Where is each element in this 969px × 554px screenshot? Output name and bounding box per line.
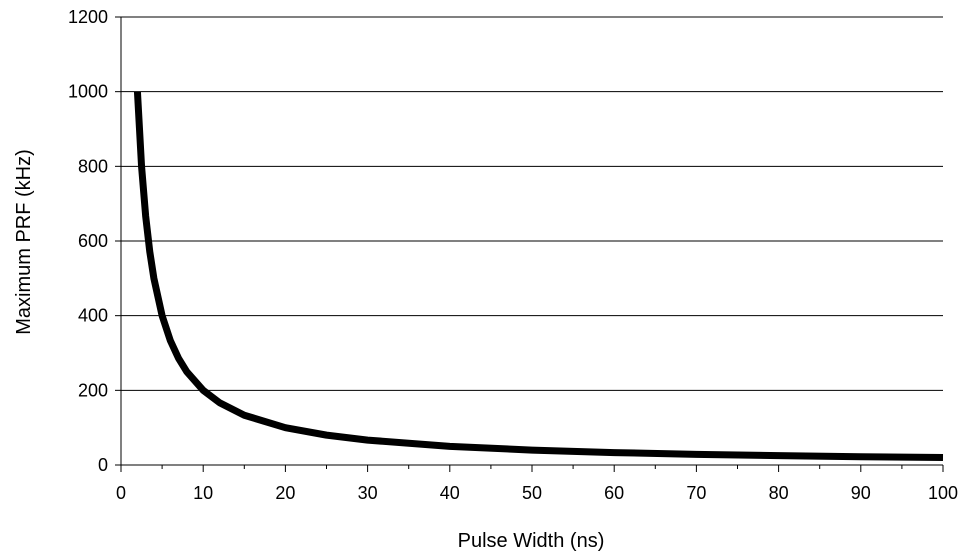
x-tick-label-60: 60 (604, 483, 624, 503)
tick-marks (115, 16, 944, 472)
x-tick-label-100: 100 (928, 483, 958, 503)
x-tick-label-30: 30 (358, 483, 378, 503)
x-tick-label-50: 50 (522, 483, 542, 503)
x-tick-label-70: 70 (686, 483, 706, 503)
x-tick-label-90: 90 (851, 483, 871, 503)
y-tick-labels: 0 200 400 600 800 1000 1200 (68, 7, 108, 475)
y-tick-label-1200: 1200 (68, 7, 108, 27)
y-tick-label-0: 0 (98, 455, 108, 475)
y-axis-title: Maximum PRF (kHz) (13, 149, 35, 335)
y-tick-label-200: 200 (78, 380, 108, 400)
series (133, 91, 944, 462)
y-tick-label-800: 800 (78, 156, 108, 176)
series-line-1 (133, 91, 944, 462)
grid-lines (121, 16, 943, 391)
y-tick-label-1000: 1000 (68, 82, 108, 102)
x-tick-label-10: 10 (193, 483, 213, 503)
y-tick-label-400: 400 (78, 306, 108, 326)
x-tick-label-20: 20 (275, 483, 295, 503)
x-tick-labels: 0 10 20 30 40 50 60 70 80 90 100 (116, 483, 958, 503)
x-tick-label-0: 0 (116, 483, 126, 503)
x-axis-title: Pulse Width (ns) (458, 530, 605, 552)
x-tick-label-40: 40 (440, 483, 460, 503)
y-tick-label-600: 600 (78, 231, 108, 251)
x-tick-label-80: 80 (769, 483, 789, 503)
